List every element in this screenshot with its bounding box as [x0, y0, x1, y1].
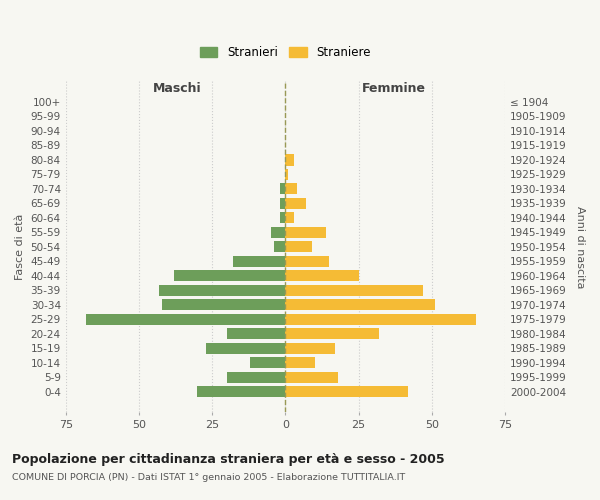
Y-axis label: Fasce di età: Fasce di età: [15, 214, 25, 280]
Bar: [227, 372, 286, 383]
Bar: [197, 386, 286, 398]
Bar: [206, 342, 286, 354]
Bar: [286, 284, 423, 296]
Text: COMUNE DI PORCIA (PN) - Dati ISTAT 1° gennaio 2005 - Elaborazione TUTTITALIA.IT: COMUNE DI PORCIA (PN) - Dati ISTAT 1° ge…: [12, 472, 405, 482]
Bar: [274, 241, 286, 252]
Bar: [286, 386, 409, 398]
Text: Femmine: Femmine: [362, 82, 426, 94]
Bar: [286, 183, 297, 194]
Bar: [286, 372, 338, 383]
Text: Popolazione per cittadinanza straniera per età e sesso - 2005: Popolazione per cittadinanza straniera p…: [12, 452, 445, 466]
Bar: [286, 241, 312, 252]
Bar: [280, 198, 286, 209]
Bar: [160, 284, 286, 296]
Bar: [286, 198, 306, 209]
Bar: [227, 328, 286, 340]
Bar: [233, 256, 286, 267]
Bar: [286, 328, 379, 340]
Bar: [280, 183, 286, 194]
Bar: [286, 357, 314, 368]
Bar: [286, 299, 435, 310]
Bar: [163, 299, 286, 310]
Y-axis label: Anni di nascita: Anni di nascita: [575, 206, 585, 288]
Bar: [286, 270, 359, 281]
Bar: [86, 314, 286, 325]
Bar: [286, 342, 335, 354]
Bar: [286, 168, 288, 180]
Bar: [271, 226, 286, 238]
Bar: [286, 226, 326, 238]
Legend: Stranieri, Straniere: Stranieri, Straniere: [195, 42, 376, 64]
Bar: [280, 212, 286, 224]
Bar: [286, 256, 329, 267]
Bar: [250, 357, 286, 368]
Text: Maschi: Maschi: [152, 82, 201, 94]
Bar: [286, 212, 294, 224]
Bar: [174, 270, 286, 281]
Bar: [286, 314, 476, 325]
Bar: [286, 154, 294, 166]
